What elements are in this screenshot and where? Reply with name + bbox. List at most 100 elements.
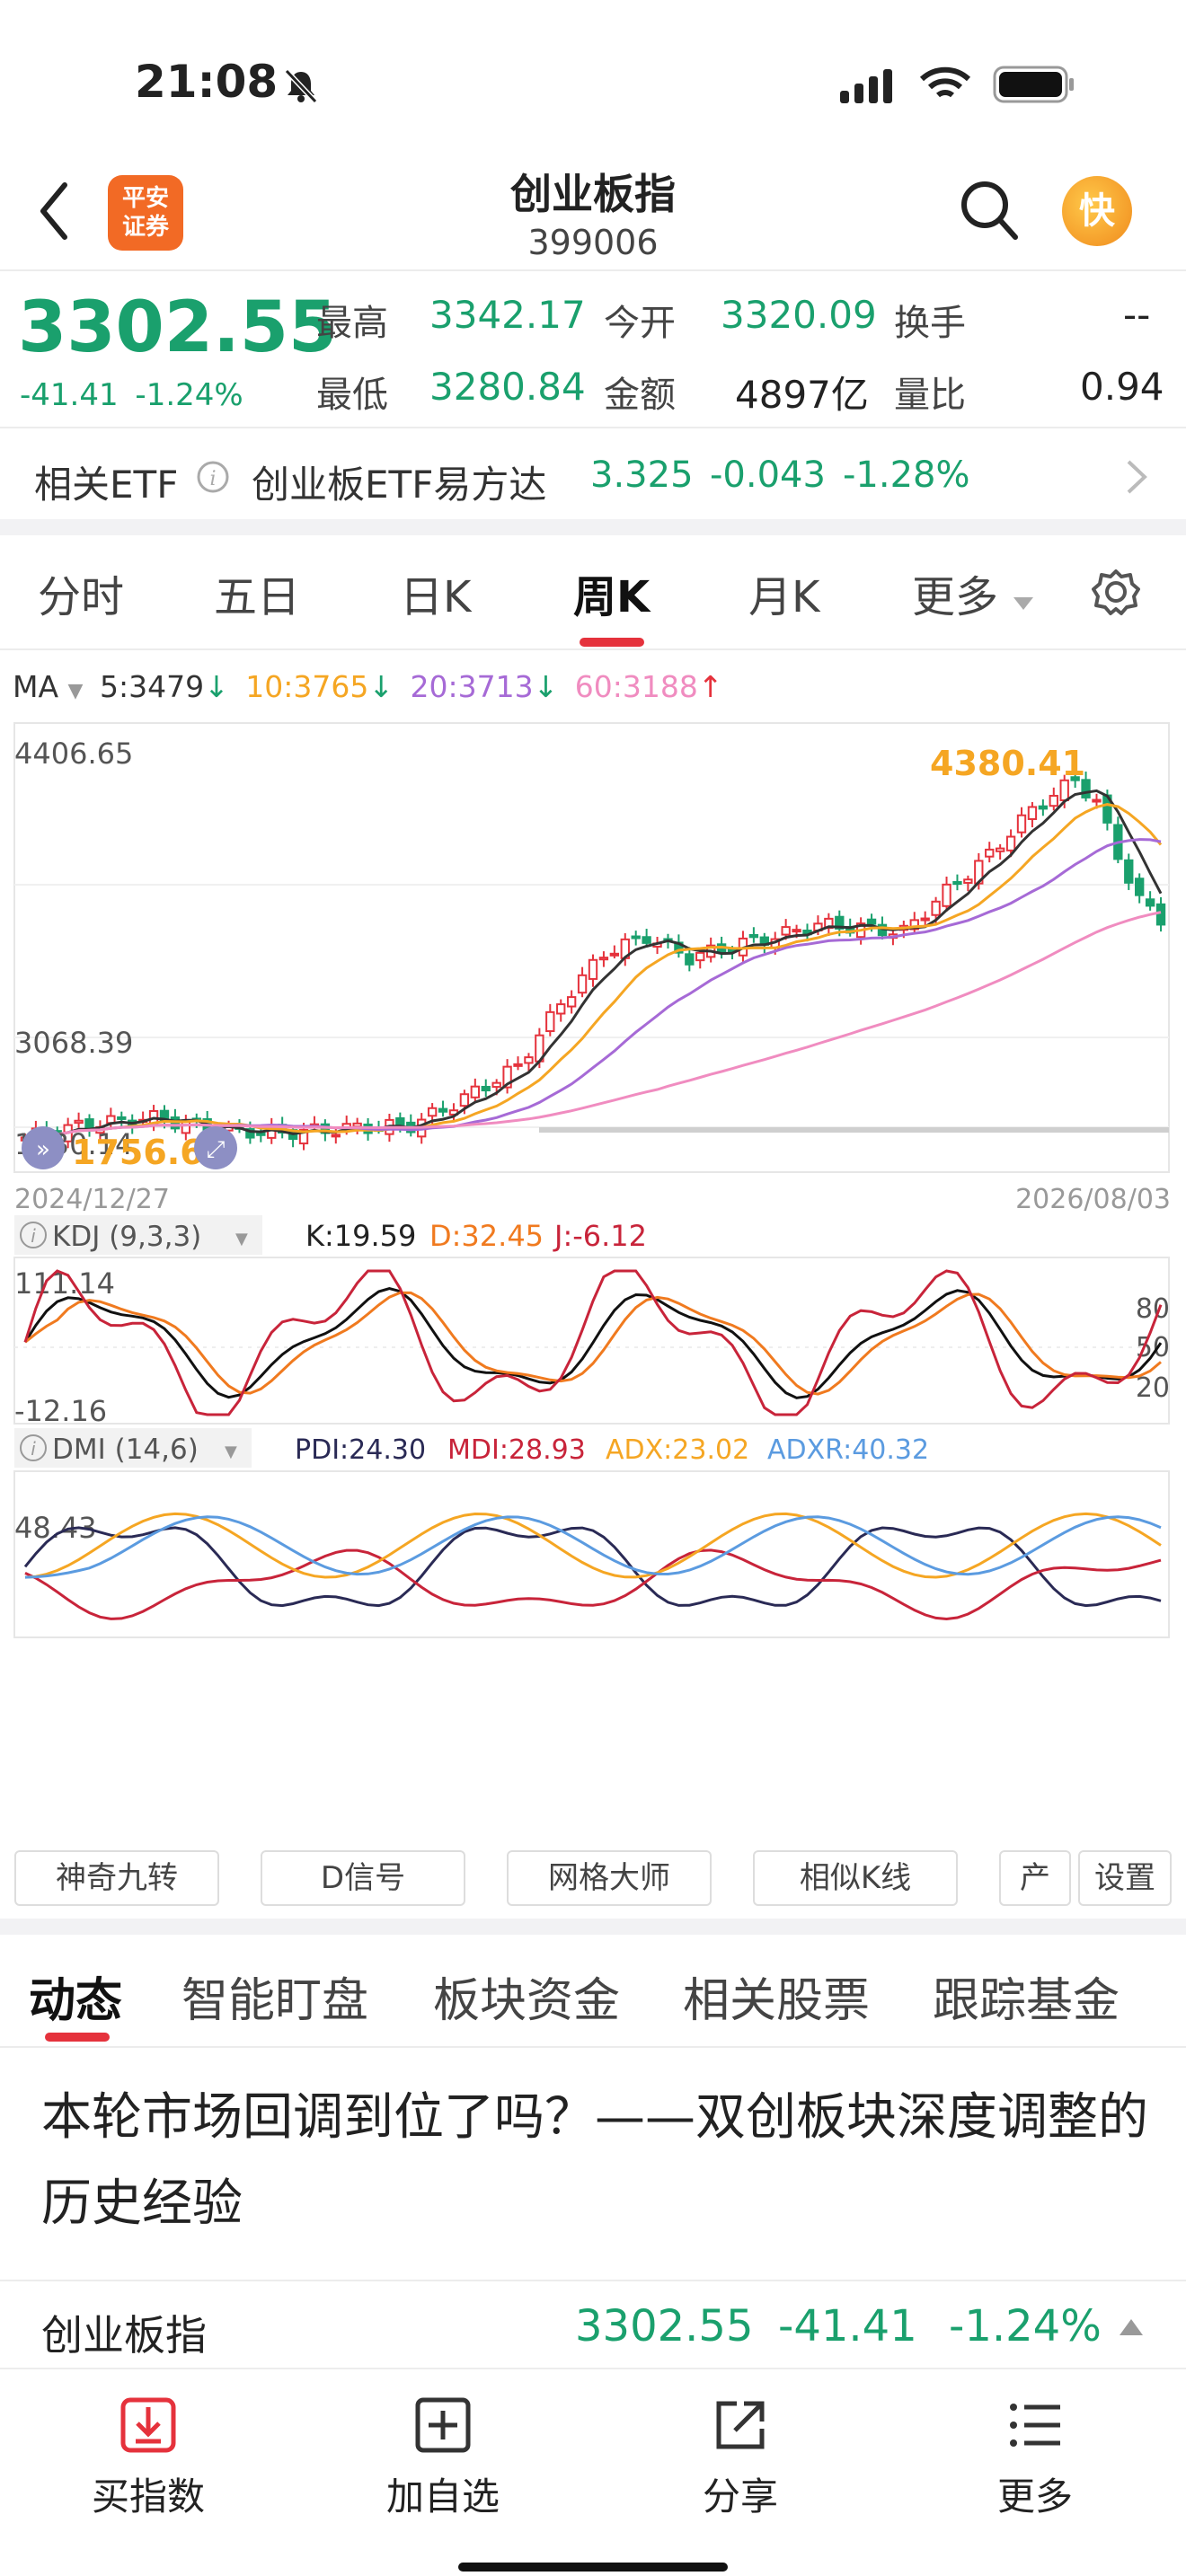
low-label: 最低 — [316, 375, 388, 416]
open-label: 今开 — [604, 303, 676, 344]
candle — [588, 958, 598, 980]
back-arrow-icon[interactable] — [36, 180, 72, 243]
candle — [577, 974, 588, 994]
buy-download-icon — [120, 2397, 176, 2453]
ticker-price: 3302.55 — [575, 2301, 754, 2351]
low-value: 3280.84 — [429, 365, 586, 409]
ma60-value: 60:3188 — [574, 669, 698, 704]
kdj-d: D:32.45 — [429, 1219, 544, 1253]
broker-logo: 平安 证券 — [108, 175, 183, 251]
info-icon[interactable] — [20, 1222, 47, 1248]
current-price: 3302.55 — [18, 287, 338, 368]
candle — [545, 1010, 555, 1033]
dmi-pdi: PDI:24.30 — [295, 1434, 426, 1466]
fast-news-icon[interactable]: 快 — [1062, 176, 1132, 246]
tab-five-day[interactable]: 五日 — [214, 572, 301, 622]
candle — [685, 953, 695, 966]
candle — [1145, 898, 1155, 907]
candle — [298, 1129, 309, 1145]
ticker-bar[interactable]: 创业板指 3302.55 -41.41 -1.24% — [0, 2280, 1186, 2368]
tool-grid-master[interactable]: 网格大师 — [507, 1850, 712, 1906]
kdj-selector[interactable] — [14, 1215, 262, 1255]
tab-related-stocks[interactable]: 相关股票 — [683, 1974, 871, 2028]
candle — [695, 951, 705, 962]
candle — [256, 1132, 266, 1136]
tab-smart-watch[interactable]: 智能盯盘 — [181, 1974, 369, 2028]
ma10-line — [24, 803, 1163, 1139]
gear-icon[interactable] — [1092, 568, 1140, 616]
nav-share[interactable]: 分享 — [651, 2396, 830, 2521]
battery-icon — [993, 66, 1074, 103]
amount-label: 金额 — [604, 375, 676, 416]
list-menu-icon — [1010, 2404, 1060, 2447]
price-change-abs: -41.41 — [20, 377, 119, 413]
signal-icon — [840, 69, 892, 103]
dmi-selector[interactable] — [14, 1428, 252, 1468]
arrow-down-icon: ↓ — [204, 669, 229, 704]
candle — [985, 848, 995, 858]
ma-lines-group — [24, 789, 1163, 1139]
ma-label: MA — [13, 669, 59, 704]
candle — [459, 1093, 470, 1107]
dmi-adxr: ADXR:40.32 — [767, 1434, 929, 1466]
amount-value: 4897亿 — [735, 373, 869, 417]
tab-weekly-k[interactable]: 周K — [573, 572, 651, 622]
tab-intraday[interactable]: 分时 — [38, 572, 125, 622]
dmi-mdi-line — [24, 1548, 1162, 1621]
nav-buy-index[interactable]: 买指数 — [58, 2396, 238, 2521]
candle — [748, 933, 759, 939]
candle — [502, 1065, 512, 1089]
candle — [1027, 806, 1038, 820]
etf-name: 创业板ETF易方达 — [252, 463, 547, 507]
tab-sector-funds[interactable]: 板块资金 — [433, 1974, 621, 2028]
tool-more-partial[interactable]: 产 — [999, 1850, 1071, 1906]
candle — [952, 880, 962, 886]
tab-daily-k[interactable]: 日K — [400, 572, 472, 622]
kline-chart[interactable]: 4406.65 3068.39 1730.14 4380.41 1756.64 … — [0, 719, 1186, 1823]
etf-change-pct: -1.28% — [843, 454, 970, 496]
arrow-down-icon: ↓ — [368, 669, 394, 704]
search-icon[interactable] — [960, 180, 1019, 244]
candle — [598, 957, 609, 961]
related-etf-row[interactable]: 相关ETF i 创业板ETF易方达 3.325 -0.043 -1.28% — [0, 429, 1186, 519]
zoom-icon[interactable] — [194, 1126, 237, 1169]
candle — [74, 1119, 84, 1125]
candles-group — [20, 771, 1166, 1151]
nav-more[interactable]: 更多 — [945, 2396, 1125, 2521]
tab-tracking-funds[interactable]: 跟踪基金 — [933, 1974, 1120, 2028]
tab-monthly-k[interactable]: 月K — [748, 572, 820, 622]
candle — [556, 1003, 566, 1015]
candle — [942, 883, 951, 907]
home-indicator — [458, 2563, 728, 2572]
tool-d-signal[interactable]: D信号 — [261, 1850, 465, 1906]
info-icon[interactable]: i — [196, 460, 230, 494]
ticker-change: -41.41 — [778, 2301, 917, 2351]
expand-left-icon[interactable] — [22, 1126, 65, 1169]
svg-text:i: i — [31, 1225, 36, 1247]
high-label: 最高 — [316, 303, 388, 344]
candle — [931, 900, 941, 916]
price-change-pct: -1.24% — [135, 377, 243, 413]
volratio-label: 量比 — [894, 375, 966, 416]
share-icon — [716, 2401, 765, 2449]
tool-nine-turns[interactable]: 神奇九转 — [14, 1850, 219, 1906]
nav-add-watchlist[interactable]: 加自选 — [353, 2396, 533, 2521]
candle — [566, 996, 577, 1008]
tab-news[interactable]: 动态 — [29, 1974, 123, 2028]
tab-more-label: 更多 — [912, 572, 999, 622]
tool-similar-kline[interactable]: 相似K线 — [753, 1850, 958, 1906]
dmi-adxr-line — [24, 1515, 1162, 1579]
tab-more[interactable]: 更多 — [912, 561, 1035, 624]
candle — [1038, 805, 1049, 810]
candle — [352, 1122, 362, 1128]
ma10-value: 10:3765 — [245, 669, 369, 704]
kdj-j-line — [23, 1269, 1163, 1416]
tool-settings[interactable]: 设置 — [1078, 1850, 1172, 1906]
ma60-line — [24, 911, 1162, 1139]
ma-legend[interactable]: MA ▼ 5:3479↓ 10:3765↓ 20:3713↓ 60:3188↑ — [13, 669, 722, 704]
add-square-icon — [415, 2397, 471, 2453]
news-headline[interactable]: 本轮市场回调到位了吗？——双创板块深度调整的历史经验 — [41, 2088, 1148, 2233]
info-icon[interactable] — [20, 1434, 47, 1461]
caret-up-icon — [1120, 2319, 1143, 2335]
max-annot: 4380.41 — [930, 744, 1085, 783]
